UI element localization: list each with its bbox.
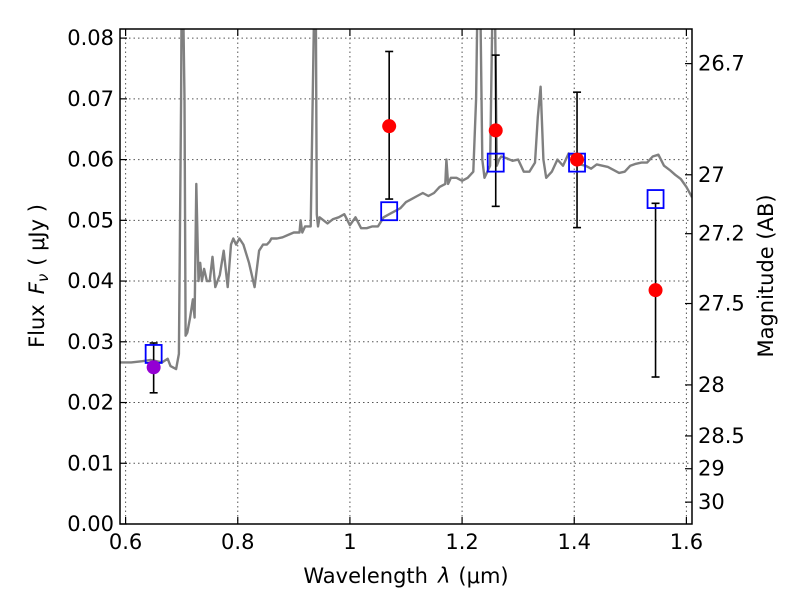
model-photometry-square bbox=[646, 189, 665, 209]
y-axis-label: FluxFν( μJy ) bbox=[25, 204, 52, 348]
markers bbox=[144, 50, 665, 394]
y-tick-label: 0.08 bbox=[67, 26, 114, 50]
y-tick-label: 0.03 bbox=[67, 330, 114, 354]
x-tick-label: 1 bbox=[343, 530, 356, 554]
magnitude-tick-label: 29 bbox=[698, 457, 725, 481]
observed-point bbox=[382, 119, 397, 134]
magnitude-tick-label: 26.7 bbox=[698, 52, 745, 76]
model-photometry-square bbox=[486, 152, 505, 173]
y-tick-label: 0.04 bbox=[67, 269, 114, 293]
magnitude-tick-label: 27 bbox=[698, 163, 725, 187]
observed-point bbox=[488, 123, 503, 138]
y-tick-label: 0.07 bbox=[67, 87, 114, 111]
plot-frame bbox=[119, 28, 693, 525]
observed-point bbox=[648, 283, 663, 298]
magnitude-tick-label: 28.5 bbox=[698, 424, 745, 448]
x-tick-label: 1.6 bbox=[670, 530, 703, 554]
y-tick-label: 0.02 bbox=[67, 391, 114, 415]
model-photometry-square bbox=[380, 201, 399, 222]
y-tick-label: 0.00 bbox=[67, 512, 114, 536]
ticks: 0.6 0.8 1 1.2 1.4 1.6 0.00 0.01 0.02 0.03 0.04 0.05… bbox=[67, 26, 745, 554]
y-tick-label: 0.05 bbox=[67, 208, 114, 232]
x-tick-label: 0.8 bbox=[221, 530, 254, 554]
y-tick-label: 0.01 bbox=[67, 451, 114, 475]
x-axis-label: Wavelength λ (μm) bbox=[303, 564, 508, 588]
magnitude-tick-label: 28 bbox=[698, 373, 725, 397]
magnitude-tick-label: 27.2 bbox=[698, 222, 745, 246]
magnitude-tick-label: 27.5 bbox=[698, 292, 745, 316]
data-area bbox=[120, 29, 692, 371]
y-tick-label: 0.06 bbox=[67, 148, 114, 172]
spectrum-line bbox=[120, 29, 692, 371]
observed-point bbox=[146, 360, 161, 375]
x-tick-label: 1.4 bbox=[558, 530, 591, 554]
observed-point bbox=[570, 152, 585, 167]
y2-axis-label: Magnitude (AB) bbox=[754, 194, 778, 357]
x-tick-label: 1.2 bbox=[445, 530, 478, 554]
x-tick-label: 0.6 bbox=[109, 530, 142, 554]
magnitude-tick-label: 30 bbox=[698, 490, 725, 514]
